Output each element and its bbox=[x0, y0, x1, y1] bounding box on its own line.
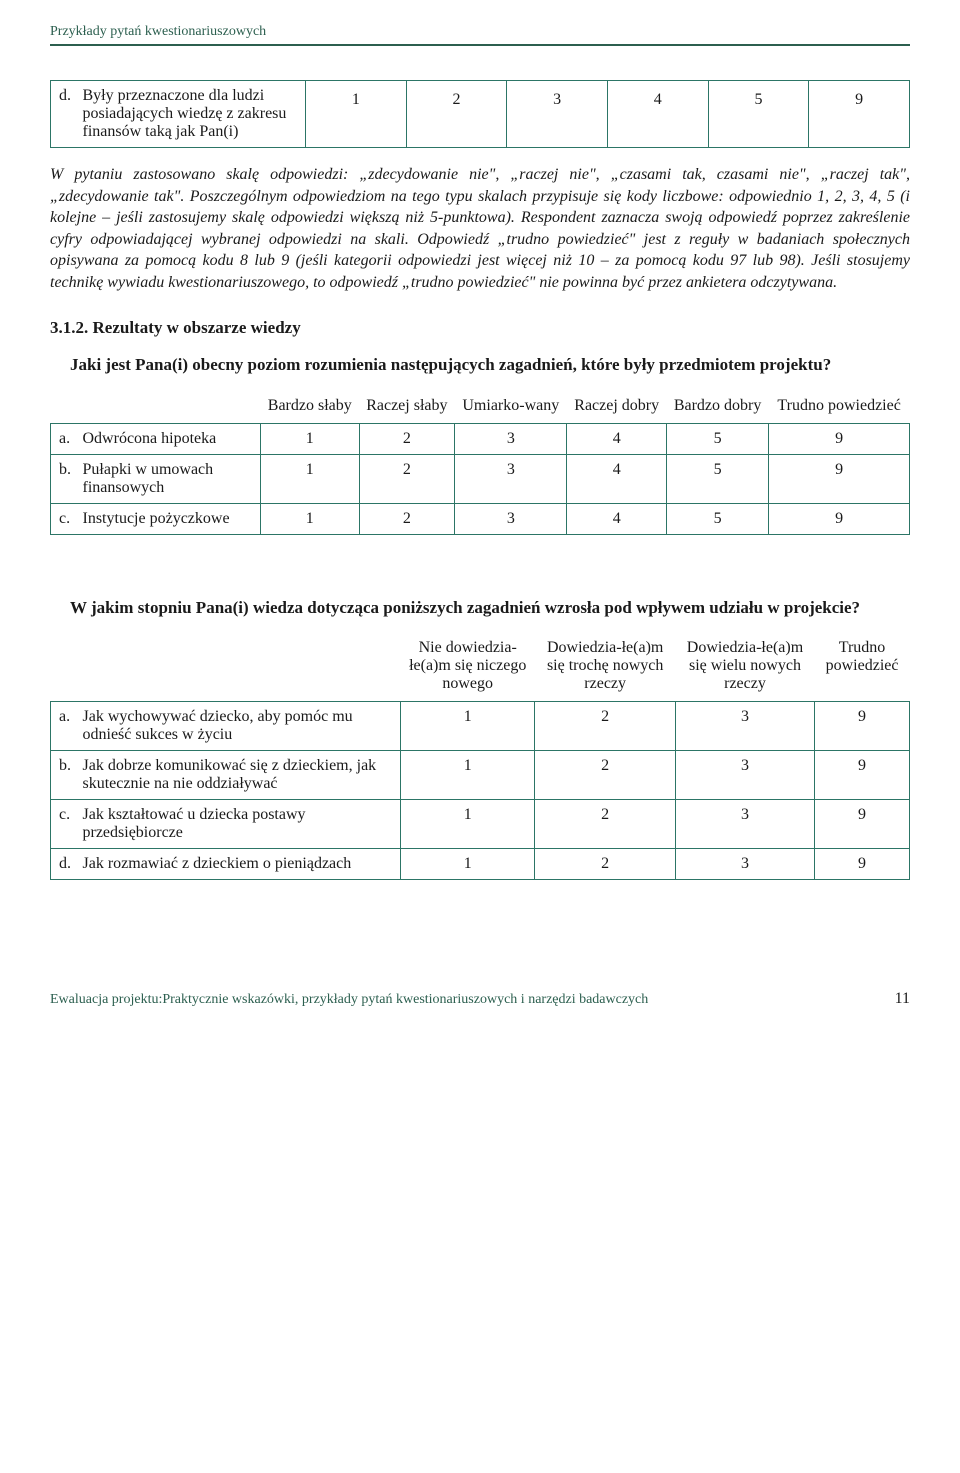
cell: 2 bbox=[535, 702, 675, 751]
row-label: Jak dobrze komunikować się z dzieckiem, … bbox=[81, 751, 401, 800]
table-3: Nie dowiedzia-łe(a)m się niczego nowego … bbox=[50, 631, 910, 880]
cell: 4 bbox=[567, 454, 666, 503]
section-heading: 3.1.2. Rezultaty w obszarze wiedzy bbox=[50, 318, 910, 338]
col-header: Trudno powiedzieć bbox=[815, 631, 910, 702]
page-header: Przykłady pytań kwestionariuszowych bbox=[50, 24, 910, 46]
row-label: Jak wychowywać dziecko, aby pomóc mu odn… bbox=[81, 702, 401, 751]
cell: 1 bbox=[306, 81, 407, 148]
cell: 3 bbox=[507, 81, 608, 148]
table-row: b. Pułapki w umowach finansowych 1 2 3 4… bbox=[51, 454, 910, 503]
row-label: Jak rozmawiać z dzieckiem o pieniądzach bbox=[81, 849, 401, 880]
cell: 3 bbox=[675, 800, 814, 849]
table-1: d. Były przeznaczone dla ludzi posiadają… bbox=[50, 80, 910, 148]
row-idx: d. bbox=[51, 81, 81, 148]
blank-header bbox=[51, 631, 401, 702]
col-header: Trudno powiedzieć bbox=[769, 389, 910, 424]
col-header: Umiarko-wany bbox=[455, 389, 567, 424]
cell: 3 bbox=[455, 423, 567, 454]
cell: 3 bbox=[675, 702, 814, 751]
cell: 5 bbox=[666, 423, 768, 454]
col-header: Raczej dobry bbox=[567, 389, 666, 424]
cell: 5 bbox=[666, 454, 768, 503]
explanatory-paragraph: W pytaniu zastosowano skalę odpowiedzi: … bbox=[50, 164, 910, 294]
question-1: Jaki jest Pana(i) obecny poziom rozumien… bbox=[70, 354, 910, 377]
cell: 5 bbox=[666, 503, 768, 534]
row-label: Odwrócona hipoteka bbox=[81, 423, 261, 454]
cell: 3 bbox=[675, 751, 814, 800]
row-label: Były przeznaczone dla ludzi posiadającyc… bbox=[81, 81, 306, 148]
cell: 1 bbox=[401, 702, 535, 751]
row-idx: c. bbox=[51, 503, 81, 534]
cell: 1 bbox=[401, 800, 535, 849]
cell: 1 bbox=[401, 751, 535, 800]
cell: 2 bbox=[535, 849, 675, 880]
cell: 9 bbox=[815, 702, 910, 751]
cell: 1 bbox=[261, 423, 360, 454]
table-row: a. Jak wychowywać dziecko, aby pomóc mu … bbox=[51, 702, 910, 751]
cell: 9 bbox=[769, 423, 910, 454]
col-header: Raczej słaby bbox=[359, 389, 455, 424]
cell: 2 bbox=[359, 503, 455, 534]
row-idx: c. bbox=[51, 800, 81, 849]
row-idx: b. bbox=[51, 751, 81, 800]
cell: 3 bbox=[455, 503, 567, 534]
cell: 9 bbox=[815, 751, 910, 800]
cell: 3 bbox=[675, 849, 814, 880]
cell: 9 bbox=[769, 454, 910, 503]
col-header: Dowiedzia-łe(a)m się wielu nowych rzeczy bbox=[675, 631, 814, 702]
cell: 5 bbox=[708, 81, 809, 148]
table-row: c. Instytucje pożyczkowe 1 2 3 4 5 9 bbox=[51, 503, 910, 534]
row-idx: a. bbox=[51, 423, 81, 454]
cell: 1 bbox=[261, 454, 360, 503]
col-header: Bardzo słaby bbox=[261, 389, 360, 424]
row-label: Jak kształtować u dziecka postawy przeds… bbox=[81, 800, 401, 849]
col-header: Nie dowiedzia-łe(a)m się niczego nowego bbox=[401, 631, 535, 702]
table-row: c. Jak kształtować u dziecka postawy prz… bbox=[51, 800, 910, 849]
cell: 4 bbox=[567, 503, 666, 534]
blank-header bbox=[51, 389, 261, 424]
page-footer: Ewaluacja projektu:Praktycznie wskazówki… bbox=[50, 990, 910, 1008]
cell: 1 bbox=[401, 849, 535, 880]
table-header-row: Nie dowiedzia-łe(a)m się niczego nowego … bbox=[51, 631, 910, 702]
cell: 3 bbox=[455, 454, 567, 503]
cell: 2 bbox=[359, 423, 455, 454]
cell: 1 bbox=[261, 503, 360, 534]
cell: 2 bbox=[406, 81, 507, 148]
col-header: Bardzo dobry bbox=[666, 389, 768, 424]
row-label: Pułapki w umowach finansowych bbox=[81, 454, 261, 503]
cell: 9 bbox=[815, 800, 910, 849]
table-row: d. Były przeznaczone dla ludzi posiadają… bbox=[51, 81, 910, 148]
row-idx: a. bbox=[51, 702, 81, 751]
cell: 9 bbox=[815, 849, 910, 880]
row-idx: b. bbox=[51, 454, 81, 503]
footer-text: Ewaluacja projektu:Praktycznie wskazówki… bbox=[50, 992, 648, 1008]
row-label: Instytucje pożyczkowe bbox=[81, 503, 261, 534]
table-2: Bardzo słaby Raczej słaby Umiarko-wany R… bbox=[50, 389, 910, 535]
page-number: 11 bbox=[895, 990, 910, 1008]
table-row: b. Jak dobrze komunikować się z dzieckie… bbox=[51, 751, 910, 800]
col-header: Dowiedzia-łe(a)m się trochę nowych rzecz… bbox=[535, 631, 675, 702]
row-idx: d. bbox=[51, 849, 81, 880]
cell: 2 bbox=[535, 800, 675, 849]
table-header-row: Bardzo słaby Raczej słaby Umiarko-wany R… bbox=[51, 389, 910, 424]
cell: 2 bbox=[535, 751, 675, 800]
cell: 9 bbox=[809, 81, 910, 148]
cell: 4 bbox=[607, 81, 708, 148]
table-row: d. Jak rozmawiać z dzieckiem o pieniądza… bbox=[51, 849, 910, 880]
table-row: a. Odwrócona hipoteka 1 2 3 4 5 9 bbox=[51, 423, 910, 454]
question-2: W jakim stopniu Pana(i) wiedza dotycząca… bbox=[70, 597, 910, 620]
cell: 9 bbox=[769, 503, 910, 534]
cell: 2 bbox=[359, 454, 455, 503]
cell: 4 bbox=[567, 423, 666, 454]
